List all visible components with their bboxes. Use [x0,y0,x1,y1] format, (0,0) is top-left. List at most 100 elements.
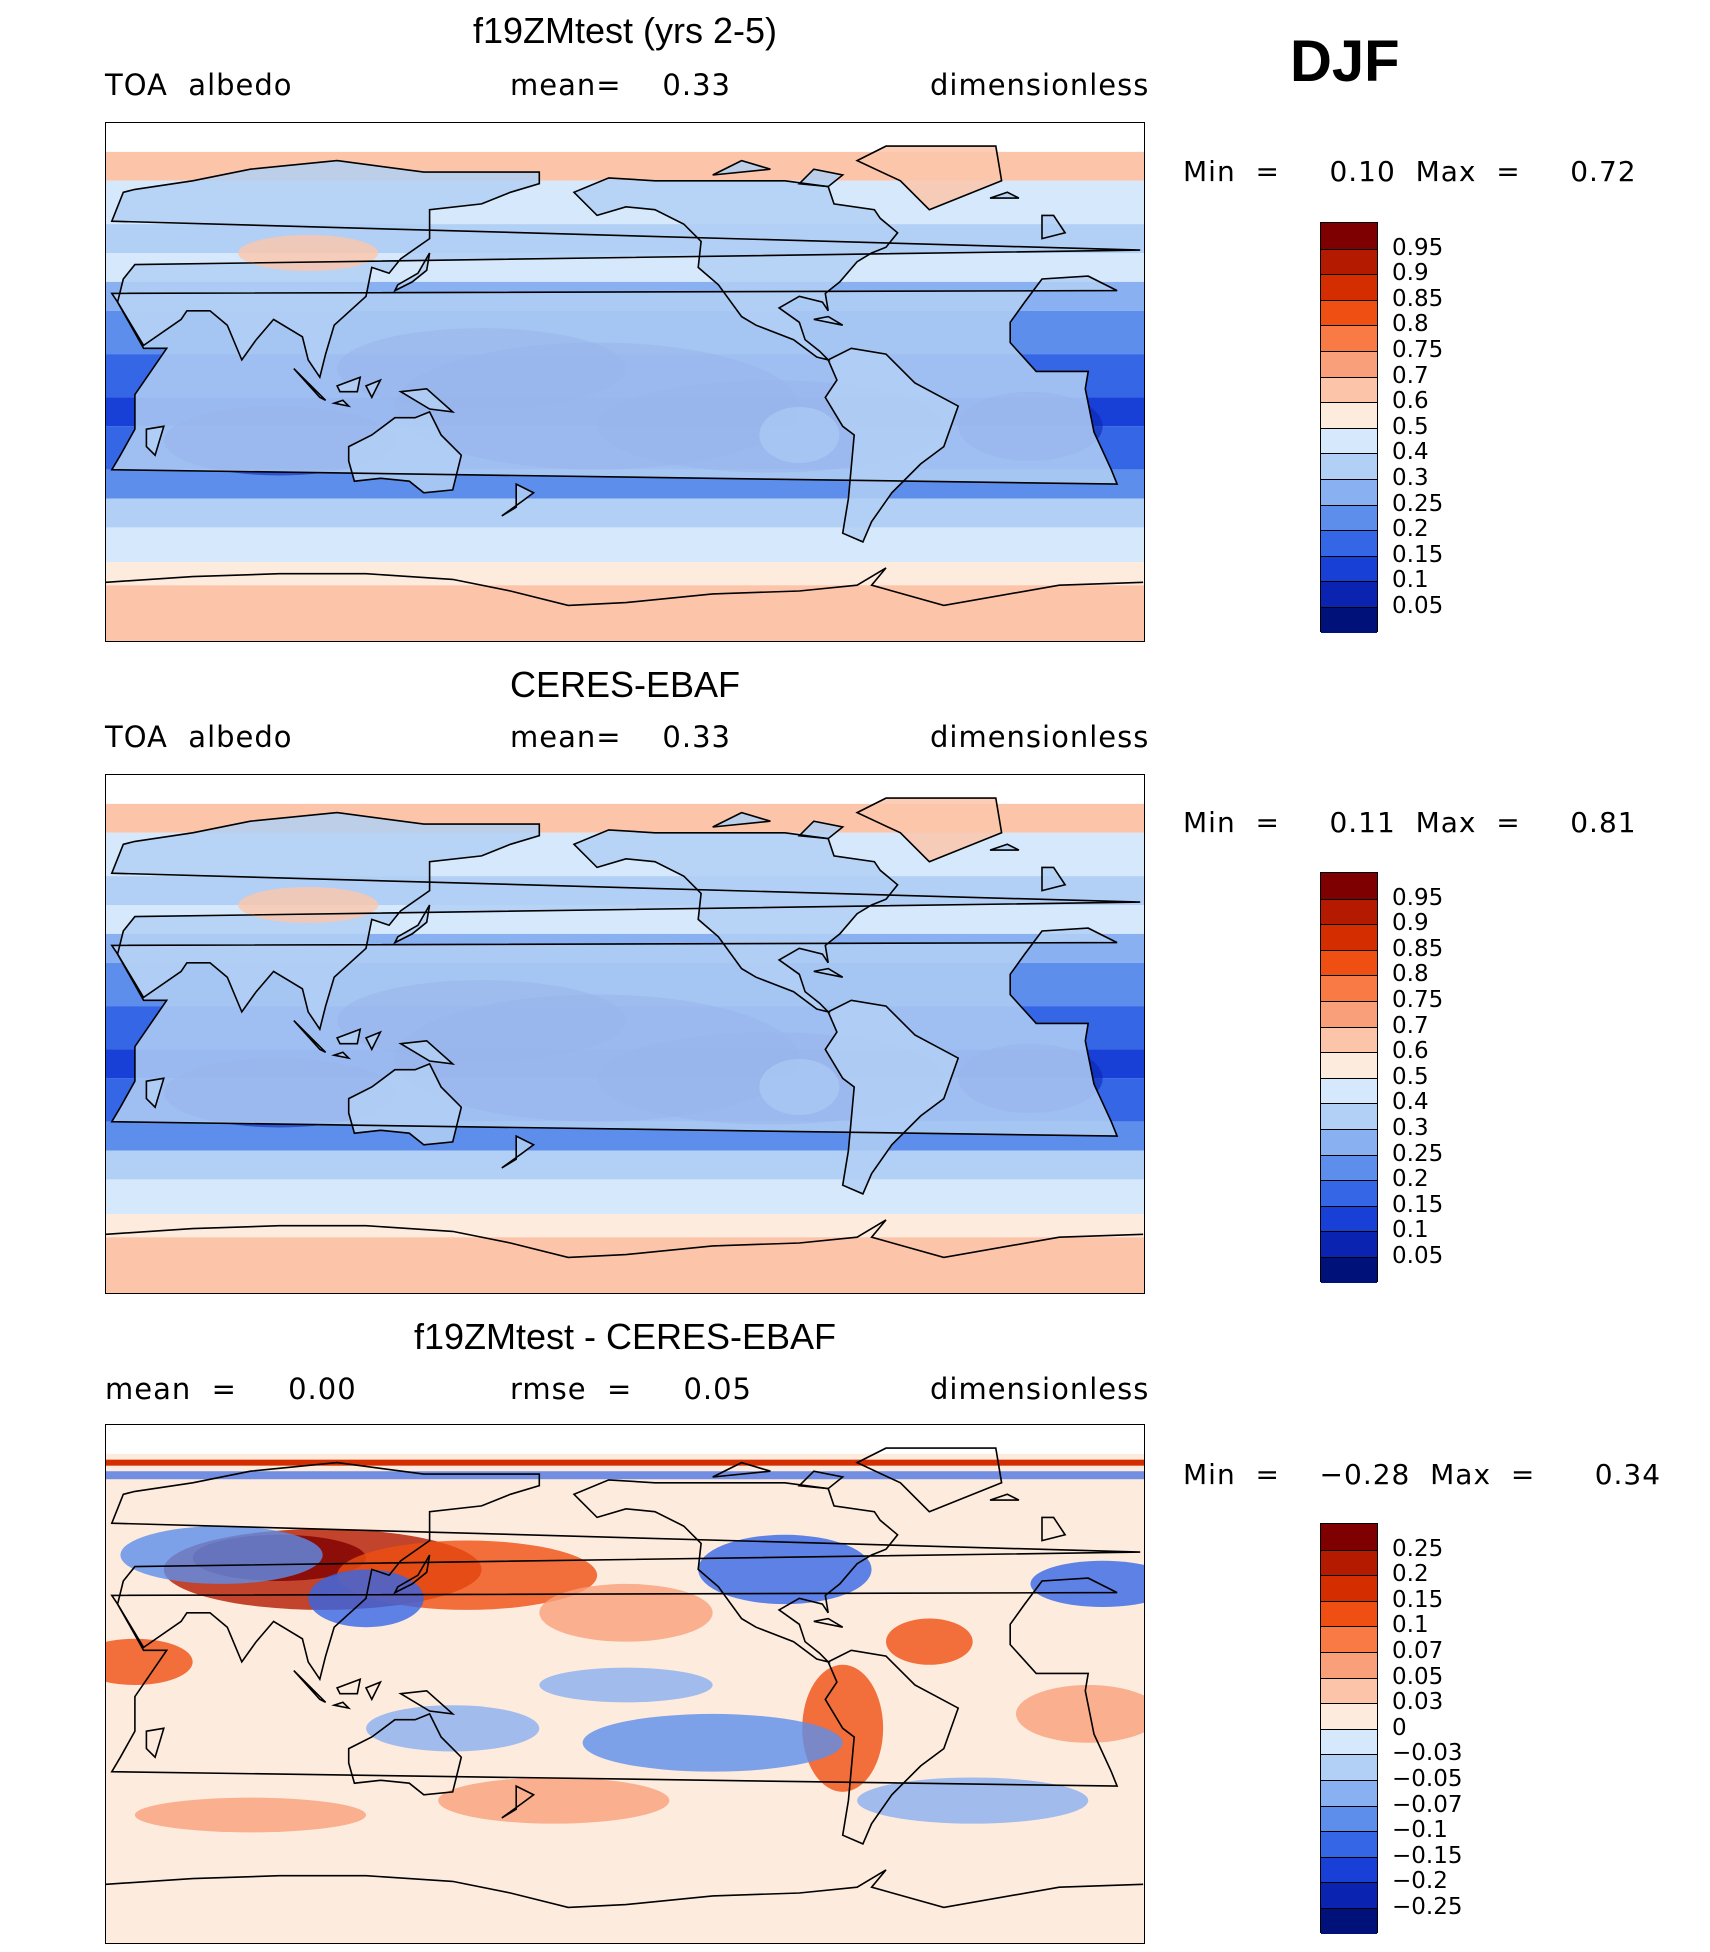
colorbar-tick-label: 0.75 [1392,987,1444,1013]
colorbar-tick-label: −0.25 [1392,1894,1463,1920]
colorbar-tick-label: 0.1 [1392,1217,1429,1244]
colorbar-tick-label: 0.25 [1392,490,1444,517]
land-region [366,380,381,398]
land-region [574,177,898,360]
coastline [331,1701,352,1710]
land-region [146,426,164,456]
coastline [347,1712,463,1796]
land-region [857,798,1002,862]
land-region [857,146,1002,210]
land-region [990,192,1019,199]
rmse-label: rmse = 0.05 [510,1372,753,1406]
coastline [110,159,1141,380]
coastline [989,843,1020,851]
land-region [1042,867,1066,891]
coastline [335,375,362,393]
coastline [393,1554,431,1595]
coastline [1041,214,1067,240]
land-region [146,1078,164,1108]
colorbar-segment [1321,1549,1377,1576]
coastline [572,177,899,362]
colorbar-tick-label: 0.9 [1392,910,1429,937]
colorbar-segment [1321,1728,1377,1755]
coastline [110,275,1119,485]
colorbar-tick-label: 0.1 [1392,567,1429,594]
colorbar-segment [1321,1128,1377,1155]
coastline [331,399,352,408]
land-region [400,1040,453,1064]
panel-title: CERES-EBAF [509,664,741,705]
coastline [989,1493,1020,1501]
colorbar-tick-label: 0.25 [1392,1535,1444,1562]
colorbar-segment [1321,1180,1377,1206]
coastline [145,425,165,457]
albedo-anomaly [857,1777,1089,1824]
coastline [335,1677,362,1695]
colorbar-tick-label: 0.95 [1392,234,1444,261]
coastline [824,999,960,1195]
albedo-anomaly [366,1705,540,1752]
colorbar-tick-label: −0.15 [1392,1842,1463,1869]
colorbar-segment [1321,1231,1377,1257]
colorbar-segment [1321,555,1377,582]
land-region [825,1000,959,1194]
min-max-label: Min = −0.28 Max = 0.34 [1183,1458,1662,1491]
albedo-anomaly [539,1583,713,1642]
colorbar-segment [1321,1831,1377,1857]
colorbar-segment [1321,1703,1377,1729]
colorbar-segment [1321,1754,1377,1780]
colorbar-segment [1321,453,1377,479]
albedo-anomaly [438,1777,670,1824]
coastline [293,1670,327,1704]
colorbar-segment [1321,924,1377,950]
colorbar-segment [1321,478,1377,505]
coastline [712,1461,771,1478]
coastline [797,168,845,188]
zonal-band [106,1179,1144,1215]
colorbar-tick-label: 0.2 [1392,516,1429,543]
min-max-label: Min = 0.10 Max = 0.72 [1183,155,1637,188]
coastline [813,1617,844,1628]
colorbar-segment [1321,898,1377,925]
albedo-anomaly [120,1526,323,1584]
coastline [501,1784,536,1819]
polar-band [106,1459,1144,1466]
coastline [398,1039,456,1066]
min-max-label: Min = 0.11 Max = 0.81 [1183,806,1637,839]
coastline [855,145,1003,211]
colorbar-tick-label: 0.75 [1392,337,1444,363]
colorbar-tick-label: 0.2 [1392,1166,1429,1193]
land-region [501,1136,534,1168]
map-diff [105,1424,1145,1944]
coastline [293,1020,327,1054]
coastline [364,1680,383,1702]
colorbar-segment [1321,1677,1377,1704]
coastline [393,252,431,293]
colorbar-tick-label: 0.05 [1392,1663,1444,1690]
land-region [337,377,361,392]
colorbar-segment [1321,1524,1377,1550]
coastline [1041,866,1067,892]
albedo-anomaly [1030,1560,1144,1607]
colorbar-tick-label: 0.05 [1392,593,1444,619]
colorbar-segment [1321,1256,1377,1283]
albedo-anomaly [886,1618,973,1665]
colorbar-tick-label: 0.03 [1392,1689,1444,1716]
albedo-anomaly [1016,1685,1144,1743]
map-model [105,122,1145,642]
colorbar-tick-label: 0.5 [1392,1063,1429,1090]
coastline [364,378,383,400]
coastline [1041,1516,1067,1542]
colorbar-tick-label: −0.05 [1392,1766,1463,1792]
coastline [145,1077,165,1109]
colorbar-segment [1321,1882,1377,1908]
coastline [293,368,327,402]
colorbar-segment [1321,1651,1377,1678]
coastline [347,410,463,494]
zonal-band [106,1237,1144,1293]
colorbar-segment [1321,223,1377,249]
coastline [813,967,844,978]
mean-label: mean= 0.33 [510,720,731,754]
arctic-region [106,1425,1144,1454]
coastline [393,904,431,945]
